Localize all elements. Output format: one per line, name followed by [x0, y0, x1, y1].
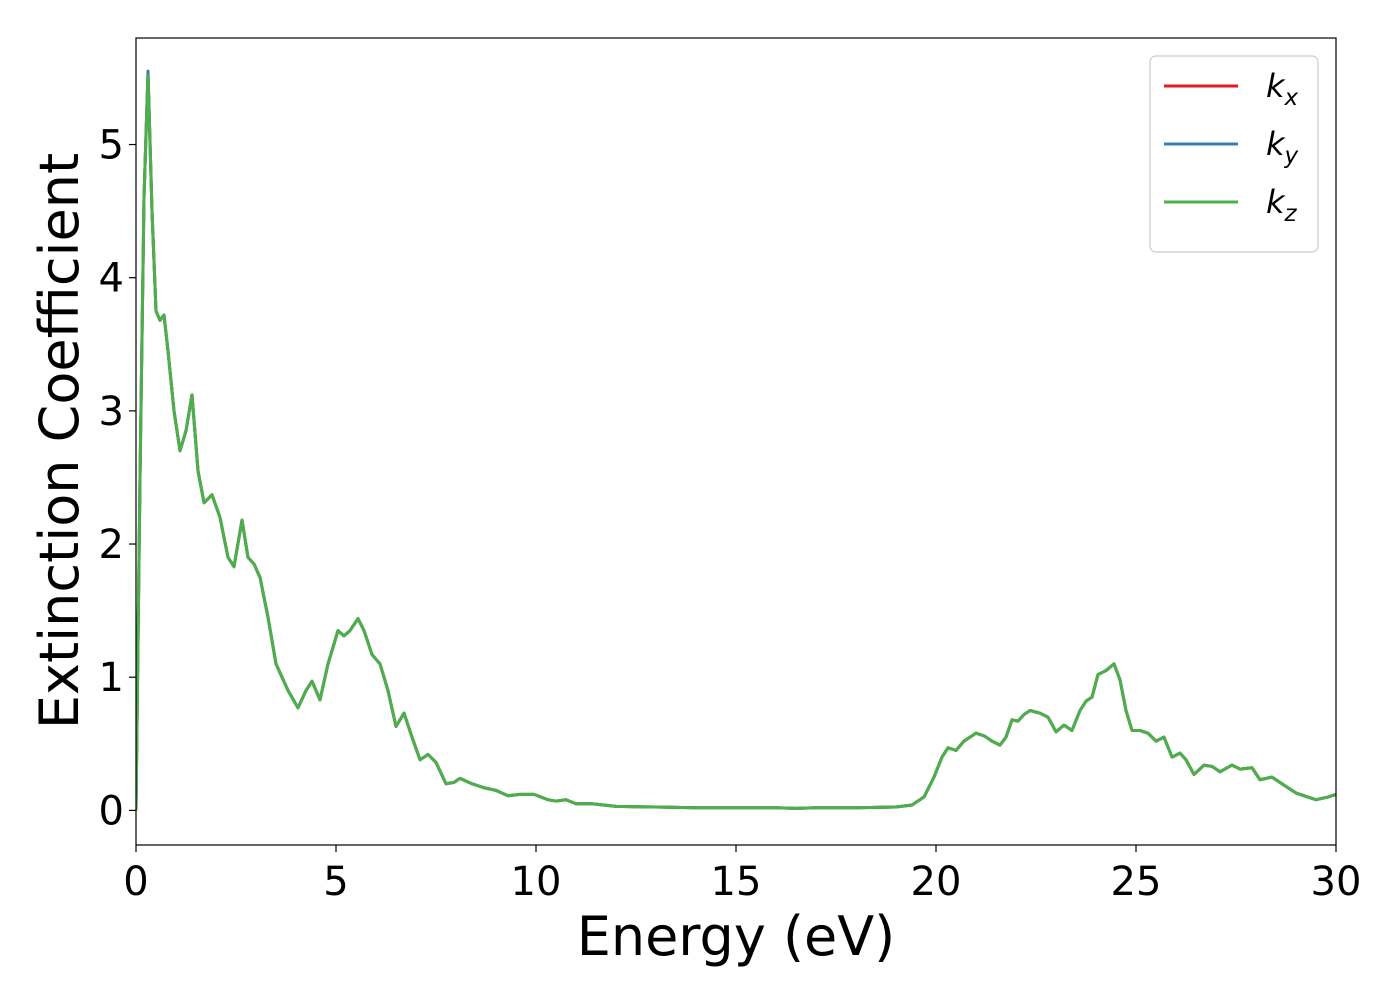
- y-tick-label: 4: [99, 256, 124, 302]
- y-tick-label: 1: [99, 655, 124, 701]
- x-axis-label: Energy (eV): [577, 905, 896, 968]
- legend-label: ky: [1266, 125, 1299, 169]
- x-tick-label: 20: [911, 859, 962, 905]
- y-tick-label: 2: [99, 522, 124, 568]
- y-tick-label: 3: [99, 389, 124, 435]
- y-tick-label: 5: [99, 123, 124, 169]
- x-tick-label: 5: [323, 859, 348, 905]
- data-line: [136, 73, 1336, 811]
- plot-frame: [135, 37, 1337, 846]
- x-tick-label: 10: [511, 859, 562, 905]
- legend-label: kx: [1266, 67, 1299, 111]
- x-tick-label: 25: [1111, 859, 1162, 905]
- x-tick-label: 15: [711, 859, 762, 905]
- y-tick-label: 0: [99, 788, 124, 834]
- y-axis-label: Extinction Coefficient: [28, 153, 91, 729]
- legend-label: kz: [1266, 183, 1298, 227]
- x-tick-label: 0: [123, 859, 148, 905]
- x-tick-label: 30: [1311, 859, 1362, 905]
